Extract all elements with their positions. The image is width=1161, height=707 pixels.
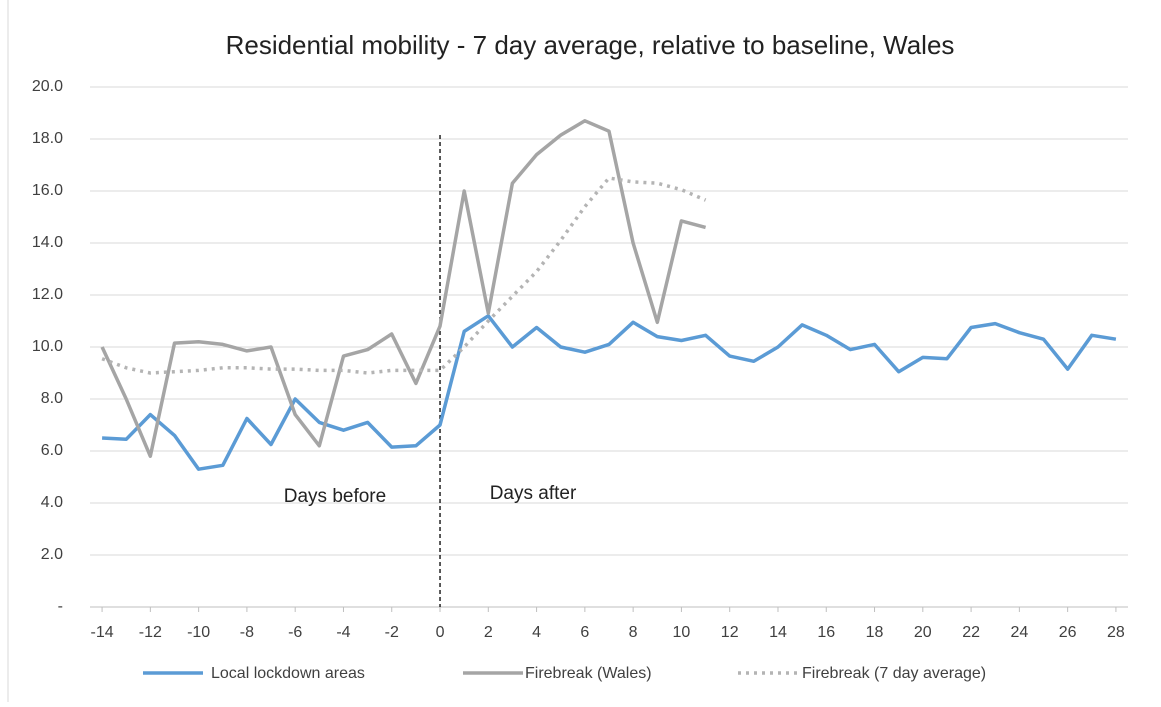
series-line	[100, 119, 707, 458]
x-tick-label: 14	[769, 624, 787, 641]
y-tick-label: 18.0	[32, 130, 63, 147]
x-tick-label: 28	[1107, 624, 1125, 641]
y-tick-label: 16.0	[32, 182, 63, 199]
y-tick-label: 8.0	[41, 390, 63, 407]
x-tick-label: 6	[580, 624, 589, 641]
y-tick-label: 2.0	[41, 546, 63, 563]
x-tick-label: 12	[721, 624, 739, 641]
x-tick-label: 18	[866, 624, 884, 641]
series-line	[101, 176, 707, 375]
chart-title: Residential mobility - 7 day average, re…	[226, 30, 955, 60]
x-tick-label: 20	[914, 624, 932, 641]
x-tick-label: 4	[532, 624, 541, 641]
x-tick-label: 26	[1059, 624, 1077, 641]
legend-label: Firebreak (7 day average)	[802, 665, 986, 682]
series-line	[102, 314, 1117, 471]
annotation: Days after	[490, 483, 577, 504]
x-tick-label: 22	[962, 624, 980, 641]
x-tick-label: -12	[139, 624, 162, 641]
x-tick-label: 2	[484, 624, 493, 641]
x-tick-label: 0	[436, 624, 445, 641]
legend-label: Firebreak (Wales)	[525, 665, 652, 682]
x-tick-label: -2	[385, 624, 399, 641]
y-tick-label: 4.0	[41, 494, 63, 511]
x-tick-label: -4	[336, 624, 350, 641]
y-tick-label: 20.0	[32, 78, 63, 95]
y-tick-label: 12.0	[32, 286, 63, 303]
x-tick-label: -8	[240, 624, 254, 641]
x-tick-label: 10	[673, 624, 691, 641]
x-tick-label: 24	[1010, 624, 1028, 641]
x-tick-label: 16	[817, 624, 835, 641]
y-tick-label: -	[58, 598, 63, 615]
annotation: Days before	[284, 486, 386, 507]
x-tick-label: -10	[187, 624, 210, 641]
x-tick-label: -14	[91, 624, 114, 641]
y-tick-label: 6.0	[41, 442, 63, 459]
y-tick-label: 14.0	[32, 234, 63, 251]
x-tick-label: 8	[629, 624, 638, 641]
legend-label: Local lockdown areas	[211, 665, 365, 682]
x-tick-label: -6	[288, 624, 302, 641]
y-tick-label: 10.0	[32, 338, 63, 355]
